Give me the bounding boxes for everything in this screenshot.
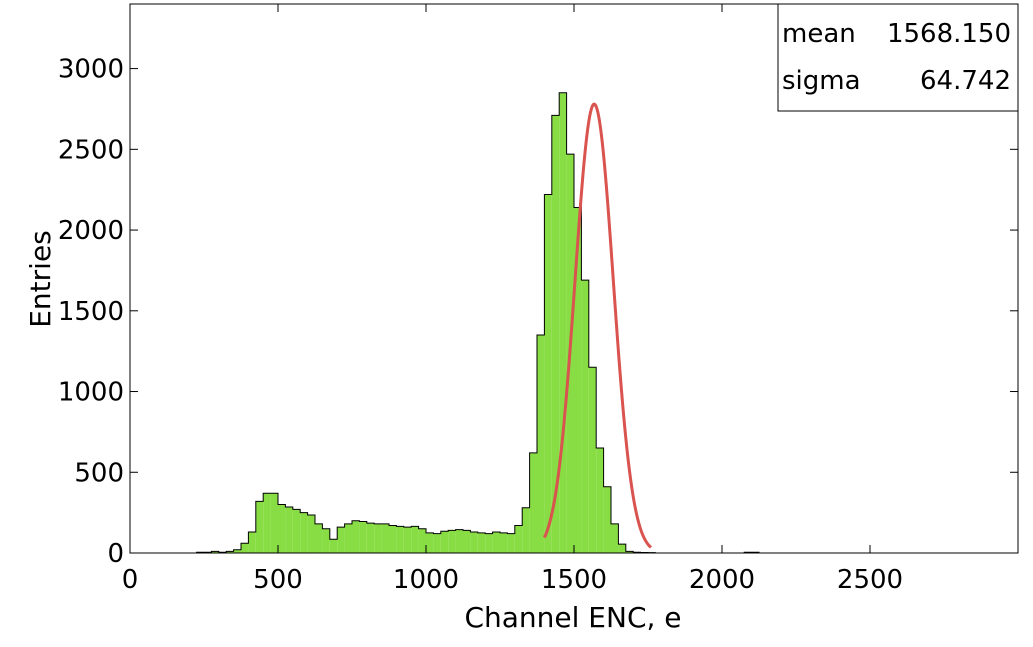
stats-mean-value: 1568.150 bbox=[887, 19, 1011, 49]
histogram-bar bbox=[500, 532, 508, 553]
histogram-bar bbox=[278, 504, 286, 553]
histogram-bar bbox=[381, 523, 389, 553]
histogram-bar bbox=[389, 525, 397, 553]
histogram-bar bbox=[374, 523, 382, 553]
histogram-bar bbox=[529, 452, 537, 553]
stats-box: mean 1568.150 sigma 64.742 bbox=[777, 3, 1019, 112]
histogram-bar bbox=[522, 507, 530, 553]
x-axis-label: Channel ENC, e bbox=[464, 601, 681, 634]
histogram-bar bbox=[559, 92, 567, 553]
histogram-bar bbox=[596, 448, 604, 553]
histogram-bar bbox=[300, 512, 308, 553]
y-axis-ticks: 0 500 1000 1500 2000 2500 3000 bbox=[58, 55, 1018, 569]
histogram-bar bbox=[322, 528, 330, 553]
x-tick-label: 2000 bbox=[689, 565, 755, 595]
histogram-bar bbox=[588, 367, 597, 553]
y-tick-label: 2500 bbox=[58, 135, 124, 165]
histogram-bar bbox=[581, 280, 589, 553]
histogram-bar bbox=[477, 532, 486, 553]
histogram-bar bbox=[544, 194, 552, 554]
histogram-bar bbox=[263, 493, 271, 553]
histogram-bar bbox=[329, 539, 338, 553]
histogram-bar bbox=[440, 531, 449, 553]
y-tick-label: 500 bbox=[74, 458, 124, 488]
histogram-bar bbox=[551, 115, 560, 553]
histogram-bar bbox=[396, 526, 404, 553]
histogram-bar bbox=[403, 527, 412, 553]
histogram-bar bbox=[248, 532, 256, 553]
x-tick-label: 500 bbox=[253, 565, 303, 595]
x-tick-label: 1500 bbox=[541, 565, 607, 595]
histogram-bar bbox=[625, 551, 634, 553]
histogram-outline bbox=[196, 92, 760, 554]
stats-mean-label: mean bbox=[782, 19, 856, 49]
x-tick-label: 1000 bbox=[393, 565, 459, 595]
histogram-bar bbox=[337, 527, 345, 553]
histogram-bar bbox=[485, 533, 493, 553]
histogram-bar bbox=[270, 493, 278, 553]
histogram-bar bbox=[492, 532, 500, 553]
histogram-bar bbox=[226, 551, 234, 553]
histogram-bar bbox=[463, 530, 471, 553]
x-tick-label: 0 bbox=[122, 565, 139, 595]
y-tick-label: 1000 bbox=[58, 378, 124, 408]
x-axis-ticks: 0 500 1000 1500 2000 2500 bbox=[122, 4, 903, 595]
y-tick-label: 1500 bbox=[58, 297, 124, 327]
histogram-bar bbox=[418, 528, 426, 553]
histogram-bar bbox=[233, 549, 241, 553]
histogram-bar bbox=[241, 543, 249, 553]
histogram-bar bbox=[537, 335, 545, 553]
histogram-bar bbox=[618, 544, 626, 553]
histogram-bars bbox=[196, 92, 759, 554]
histogram-bar bbox=[285, 506, 293, 553]
histogram-bar bbox=[255, 501, 264, 553]
histogram-bar bbox=[603, 486, 611, 553]
histogram-bar bbox=[514, 525, 523, 553]
histogram-bar bbox=[292, 509, 301, 553]
stats-box-frame bbox=[777, 3, 1019, 112]
stats-sigma-value: 64.742 bbox=[920, 66, 1011, 96]
histogram-bar bbox=[411, 526, 419, 553]
histogram-bar bbox=[315, 523, 323, 553]
x-tick-label: 2500 bbox=[837, 565, 903, 595]
y-tick-label: 2000 bbox=[58, 216, 124, 246]
y-axis-label: Entries bbox=[24, 230, 57, 328]
histogram-bar bbox=[344, 523, 352, 553]
histogram-bar bbox=[352, 520, 360, 553]
histogram-bar bbox=[507, 533, 515, 553]
histogram-bar bbox=[359, 521, 367, 553]
histogram-bar bbox=[307, 515, 315, 553]
histogram-bar bbox=[426, 532, 434, 553]
histogram-bar bbox=[455, 529, 463, 553]
y-tick-label: 0 bbox=[107, 539, 124, 569]
histogram-bar bbox=[611, 523, 619, 553]
stats-sigma-label: sigma bbox=[782, 66, 861, 96]
y-tick-label: 3000 bbox=[58, 55, 124, 85]
gaussian-fit-curve bbox=[543, 102, 652, 549]
histogram-bar bbox=[433, 533, 441, 553]
histogram-bar bbox=[470, 532, 478, 553]
histogram-bar bbox=[366, 523, 375, 553]
histogram-bar bbox=[448, 530, 456, 553]
histogram-bar bbox=[574, 207, 582, 553]
histogram-bar bbox=[211, 551, 219, 553]
